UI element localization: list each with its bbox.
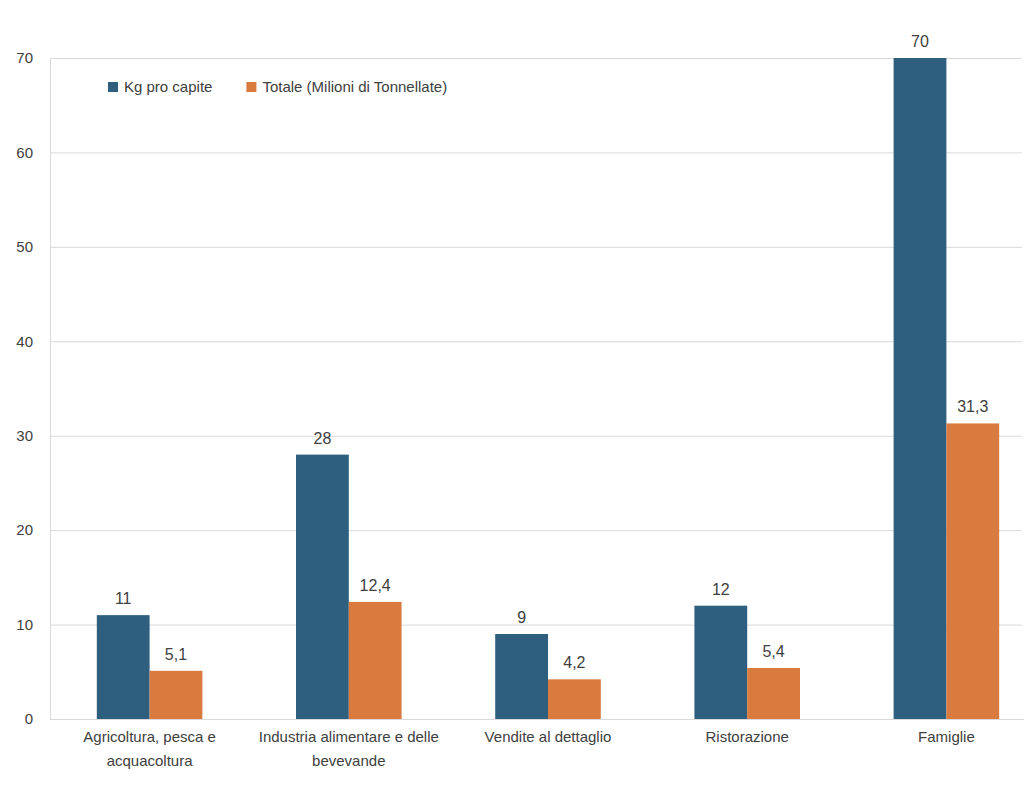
legend-item: Kg pro capite xyxy=(108,78,212,95)
bar-series xyxy=(150,423,1000,719)
data-labels: 11 28 9 12 70 5,1 12,4 4,2 5,4 31,3 xyxy=(115,33,989,671)
bar xyxy=(349,602,402,719)
y-tick: 20 xyxy=(16,521,1022,538)
data-label: 31,3 xyxy=(957,398,988,415)
x-axis: Agricoltura, pesca e acquacoltura Industri… xyxy=(51,719,1024,769)
y-tick-label: 30 xyxy=(16,427,33,444)
bar xyxy=(694,606,747,719)
grid-line xyxy=(50,436,1022,437)
bar xyxy=(894,58,947,719)
x-tick-label-line: Ristorazione xyxy=(706,728,789,745)
y-tick: 30 xyxy=(16,427,1022,444)
data-label: 5,4 xyxy=(762,643,784,660)
bars xyxy=(97,58,999,719)
y-tick-label: 10 xyxy=(16,616,33,633)
bar xyxy=(150,671,203,719)
grid-line xyxy=(50,58,1022,59)
grid-line xyxy=(50,341,1022,342)
legend-label: Kg pro capite xyxy=(124,78,212,95)
y-tick: 50 xyxy=(16,238,1022,255)
x-tick-label-line: Famiglie xyxy=(918,728,975,745)
data-label: 12,4 xyxy=(360,577,391,594)
x-tick: Agricoltura, pesca e acquacoltura xyxy=(83,719,216,769)
y-tick-label: 0 xyxy=(25,710,33,727)
y-tick-label: 20 xyxy=(16,521,33,538)
bar xyxy=(296,455,349,719)
x-tick-label: Industria alimentare e delle bevevande xyxy=(259,728,439,770)
bar xyxy=(946,423,999,719)
bar xyxy=(97,615,150,719)
y-tick-label: 50 xyxy=(16,238,33,255)
data-label: 28 xyxy=(314,430,332,447)
x-tick-label: Ristorazione xyxy=(706,728,789,745)
y-tick-label: 60 xyxy=(16,144,33,161)
chart-svg: 0 10 20 30 40 50 60 70 Agricoltura, pesca e acqua… xyxy=(0,0,1024,790)
x-axis-line xyxy=(51,719,1024,720)
grid-line xyxy=(50,247,1022,248)
data-label: 9 xyxy=(517,609,526,626)
bar xyxy=(495,634,548,719)
data-label: 70 xyxy=(911,33,929,50)
y-tick: 40 xyxy=(16,333,1022,350)
x-tick-label-line: Agricoltura, pesca e xyxy=(83,728,216,745)
bar xyxy=(548,679,601,719)
x-tick-label-line: bevevande xyxy=(312,752,385,769)
x-tick-label: Vendite al dettaglio xyxy=(485,728,612,745)
x-tick: Famiglie xyxy=(918,719,975,745)
bar xyxy=(747,668,800,719)
data-label: 12 xyxy=(712,581,730,598)
grid-line xyxy=(50,152,1022,153)
x-tick-label-line: Vendite al dettaglio xyxy=(485,728,612,745)
y-tick-label: 40 xyxy=(16,333,33,350)
x-tick-label: Famiglie xyxy=(918,728,975,745)
legend-item: Totale (Milioni di Tonnellate) xyxy=(246,78,447,95)
y-axis: 0 10 20 30 40 50 60 70 xyxy=(16,49,1022,727)
legend: Kg pro capite Totale (Milioni di Tonnella… xyxy=(108,78,447,95)
data-label: 4,2 xyxy=(563,654,585,671)
x-tick-label-line: acquacoltura xyxy=(107,752,194,769)
x-tick: Vendite al dettaglio xyxy=(485,719,612,745)
bar-series xyxy=(97,58,947,719)
x-tick: Ristorazione xyxy=(706,719,789,745)
x-tick: Industria alimentare e delle bevevande xyxy=(259,719,439,769)
grid-line xyxy=(50,530,1022,531)
y-tick-label: 70 xyxy=(16,49,33,66)
chart-container: 0 10 20 30 40 50 60 70 Agricoltura, pesca e acqua… xyxy=(0,0,1024,790)
legend-label: Totale (Milioni di Tonnellate) xyxy=(262,78,447,95)
y-axis-line xyxy=(51,59,1023,720)
data-label: 5,1 xyxy=(165,646,187,663)
legend-swatch xyxy=(108,82,118,92)
data-label: 11 xyxy=(115,590,132,607)
grid-line xyxy=(50,625,1022,626)
y-tick: 70 xyxy=(16,49,1022,66)
y-tick: 60 xyxy=(16,144,1022,161)
x-tick-label: Agricoltura, pesca e acquacoltura xyxy=(83,728,216,770)
x-tick-label-line: Industria alimentare e delle xyxy=(259,728,439,745)
legend-swatch xyxy=(246,82,256,92)
